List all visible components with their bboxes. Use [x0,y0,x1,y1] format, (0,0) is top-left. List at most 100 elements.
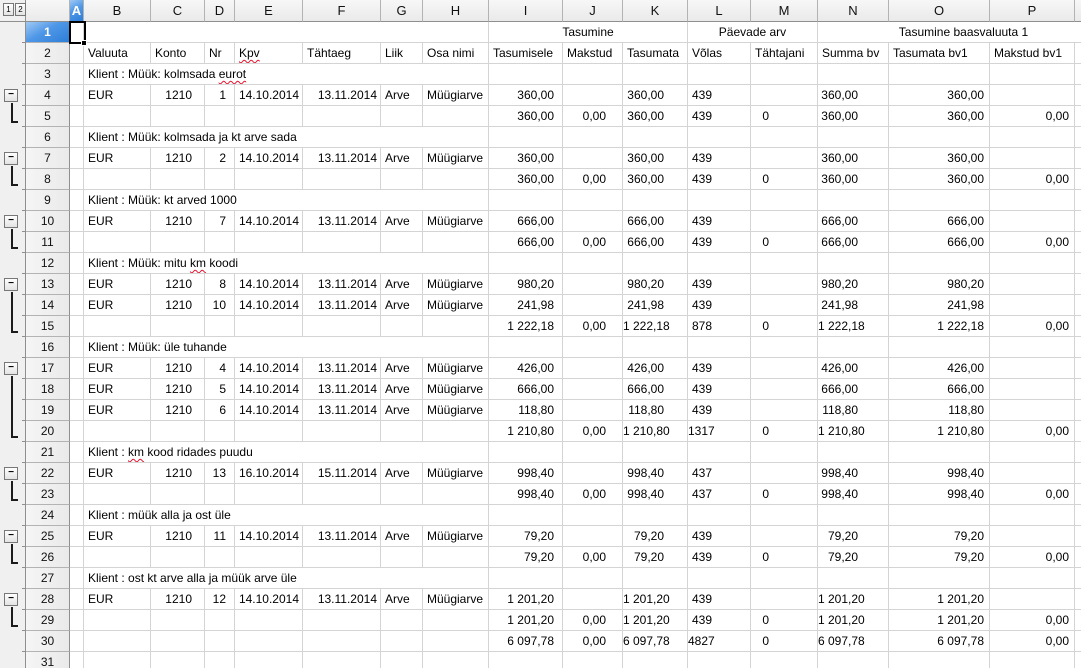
cell-E31[interactable] [235,652,303,668]
cell-M20-subtotal[interactable]: 0 [751,421,818,442]
cell-F19[interactable]: 13.11.2014 [303,400,381,421]
cell-M11-subtotal[interactable]: 0 [751,232,818,253]
cell-partial-26[interactable] [1075,547,1081,568]
cell-K31[interactable] [623,652,688,668]
cell-B13[interactable]: EUR [84,274,151,295]
cell-L27[interactable] [688,568,751,589]
cell-partial-12[interactable] [1075,253,1081,274]
cell-K21[interactable] [623,442,688,463]
column-header-I[interactable]: I [489,0,563,22]
cell-E26[interactable] [235,547,303,568]
cell-D8[interactable] [205,169,235,190]
row-header-3[interactable]: 3 [22,63,70,85]
cell-B29[interactable] [84,610,151,631]
cell-L29-subtotal[interactable]: 439 [688,610,751,631]
cell-O10[interactable]: 666,00 [889,211,990,232]
cell-E4[interactable]: 14.10.2014 [235,85,303,106]
cell-E7[interactable]: 14.10.2014 [235,148,303,169]
cell-C20[interactable] [151,421,205,442]
cell-J15-subtotal[interactable]: 0,00 [563,316,623,337]
cell-L25[interactable]: 439 [688,526,751,547]
cell-F20[interactable] [303,421,381,442]
cell-O13[interactable]: 980,20 [889,274,990,295]
cell-A16[interactable] [70,337,84,358]
cell-O30-grand-total[interactable]: 6 097,78 [889,631,990,652]
cell-O26-subtotal[interactable]: 79,20 [889,547,990,568]
cell-N15-subtotal[interactable]: 1 222,18 [818,316,889,337]
cell-P10[interactable] [990,211,1075,232]
cell-J9[interactable] [563,190,623,211]
cell-F4[interactable]: 13.11.2014 [303,85,381,106]
cell-L8-subtotal[interactable]: 439 [688,169,751,190]
column-header-N[interactable]: N [818,0,889,22]
band-header-tasumine[interactable]: Tasumine [489,22,688,43]
cell-D2-header-nr[interactable]: Nr [205,43,235,64]
cell-partial-6[interactable] [1075,127,1081,148]
cell-L21[interactable] [688,442,751,463]
cell-K27[interactable] [623,568,688,589]
column-header-K[interactable]: K [623,0,688,22]
cell-A4[interactable] [70,85,84,106]
cell-J29-subtotal[interactable]: 0,00 [563,610,623,631]
cell-P19[interactable] [990,400,1075,421]
cell-I8-subtotal[interactable]: 360,00 [489,169,563,190]
cell-K30-grand-total[interactable]: 6 097,78 [623,631,688,652]
cell-A6[interactable] [70,127,84,148]
cell-P20-subtotal[interactable]: 0,00 [990,421,1075,442]
column-header-O[interactable]: O [889,0,990,22]
cell-O22[interactable]: 998,40 [889,463,990,484]
cell-N25[interactable]: 79,20 [818,526,889,547]
cell-partial-8[interactable] [1075,169,1081,190]
cell-B25[interactable]: EUR [84,526,151,547]
cell-C28[interactable]: 1210 [151,589,205,610]
cell-M28[interactable] [751,589,818,610]
cell-H31[interactable] [423,652,489,668]
cell-G22[interactable]: Arve [381,463,423,484]
cell-L3[interactable] [688,64,751,85]
cell-I28[interactable]: 1 201,20 [489,589,563,610]
cell-J19[interactable] [563,400,623,421]
cell-N30-grand-total[interactable]: 6 097,78 [818,631,889,652]
row-header-11[interactable]: 11 [22,231,70,253]
cell-H8[interactable] [423,169,489,190]
cell-I19[interactable]: 118,80 [489,400,563,421]
cell-H18[interactable]: Müügiarve [423,379,489,400]
cell-L6[interactable] [688,127,751,148]
cell-F17[interactable]: 13.11.2014 [303,358,381,379]
cell-P11-subtotal[interactable]: 0,00 [990,232,1075,253]
cell-L30-grand-total[interactable]: 4827 [688,631,751,652]
cell-D4[interactable]: 1 [205,85,235,106]
cell-N14[interactable]: 241,98 [818,295,889,316]
cell-O4[interactable]: 360,00 [889,85,990,106]
cell-P28[interactable] [990,589,1075,610]
column-header-P[interactable]: P [990,0,1075,22]
cell-B30[interactable] [84,631,151,652]
cell-N16[interactable] [818,337,889,358]
cell-K11-subtotal[interactable]: 666,00 [623,232,688,253]
cell-partial-20[interactable] [1075,421,1081,442]
column-header-partial[interactable] [1075,0,1081,22]
cell-N2-header-summa_bv[interactable]: Summa bv [818,43,889,64]
cell-E25[interactable]: 14.10.2014 [235,526,303,547]
cell-B7[interactable]: EUR [84,148,151,169]
cell-G28[interactable]: Arve [381,589,423,610]
cell-A10[interactable] [70,211,84,232]
cell-N10[interactable]: 666,00 [818,211,889,232]
cell-O23-subtotal[interactable]: 998,40 [889,484,990,505]
cell-C5[interactable] [151,106,205,127]
cell-B31[interactable] [84,652,151,668]
row-header-7[interactable]: 7 [22,147,70,169]
cell-B20[interactable] [84,421,151,442]
cell-M30-grand-total[interactable]: 0 [751,631,818,652]
cell-H5[interactable] [423,106,489,127]
cell-F18[interactable]: 13.11.2014 [303,379,381,400]
cell-A15[interactable] [70,316,84,337]
cell-J14[interactable] [563,295,623,316]
cell-P23-subtotal[interactable]: 0,00 [990,484,1075,505]
cell-K14[interactable]: 241,98 [623,295,688,316]
cell-P21[interactable] [990,442,1075,463]
cell-L4[interactable]: 439 [688,85,751,106]
row-header-10[interactable]: 10 [22,210,70,232]
cell-A12[interactable] [70,253,84,274]
cell-L22[interactable]: 437 [688,463,751,484]
